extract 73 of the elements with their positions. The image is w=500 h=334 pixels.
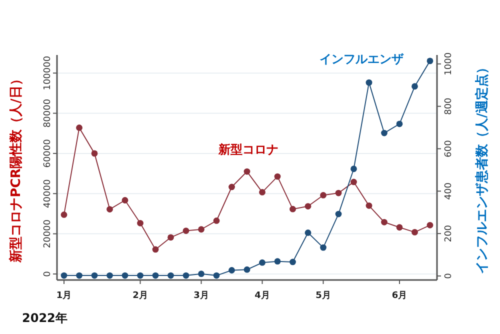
point <box>274 173 281 180</box>
point <box>426 222 434 228</box>
y-tick-label: 60000 <box>43 138 53 168</box>
y-axis-title: 新型コロナPCR陽性数（人/日） <box>8 72 24 264</box>
point <box>320 192 326 198</box>
y2-tick-label: 0 <box>444 272 454 279</box>
point <box>304 230 312 236</box>
y-tick-label: 80000 <box>43 98 53 128</box>
point <box>381 218 388 226</box>
point <box>213 218 220 224</box>
point <box>350 178 357 186</box>
point <box>366 202 372 209</box>
point <box>122 197 128 204</box>
point <box>426 58 434 64</box>
point <box>412 83 418 90</box>
point <box>106 272 113 279</box>
point <box>335 210 342 218</box>
point <box>137 272 144 279</box>
point <box>304 203 312 210</box>
point <box>76 124 82 131</box>
point <box>152 246 159 253</box>
point <box>198 270 204 278</box>
point <box>228 267 235 274</box>
y2-tick-label: 400 <box>444 182 454 200</box>
x-tick-label: 4月 <box>254 290 270 301</box>
y2-axis-title: インフルエンザ患者数（人/週定点） <box>474 61 490 274</box>
point <box>60 212 68 218</box>
point <box>259 189 266 196</box>
point <box>259 259 266 266</box>
series-label: インフルエンザ <box>319 52 404 66</box>
point <box>91 150 98 157</box>
point <box>396 120 403 128</box>
point <box>381 130 388 136</box>
point <box>168 234 174 241</box>
x-tick-label: 6月 <box>392 290 408 301</box>
point <box>320 244 326 251</box>
point <box>290 258 296 266</box>
point <box>244 266 250 273</box>
point <box>122 272 128 279</box>
point <box>198 226 204 233</box>
point <box>350 166 357 172</box>
x-tick-label: 5月 <box>316 290 331 301</box>
point <box>274 258 281 265</box>
point <box>412 228 418 236</box>
point <box>335 190 342 196</box>
point <box>168 272 174 279</box>
point <box>137 220 144 226</box>
point <box>213 272 220 279</box>
point <box>106 206 113 212</box>
point <box>91 272 98 279</box>
point <box>60 272 68 279</box>
y2-tick-label: 800 <box>444 97 454 115</box>
point <box>182 228 190 234</box>
x-tick-label: 2月 <box>132 290 148 301</box>
y2-tick-label: 200 <box>444 224 454 242</box>
point <box>182 272 190 279</box>
x-tick-label: 1月 <box>56 290 72 301</box>
y2-tick-label: 1000 <box>444 52 454 76</box>
y-tick-label: 100000 <box>43 56 53 90</box>
y-tick-label: 40000 <box>43 179 53 208</box>
point <box>228 184 235 190</box>
y2-tick-label: 600 <box>444 140 454 158</box>
x-axis-title: 2022年 <box>22 311 68 325</box>
series-label: 新型コロナ <box>218 142 278 156</box>
point <box>290 206 296 212</box>
x-tick-label: 3月 <box>194 290 209 301</box>
y-tick-label: 0 <box>43 270 53 277</box>
point <box>76 272 82 279</box>
point <box>366 79 372 86</box>
point <box>152 272 159 279</box>
point <box>396 224 403 231</box>
point <box>244 168 250 175</box>
y-tick-label: 20000 <box>43 219 53 248</box>
